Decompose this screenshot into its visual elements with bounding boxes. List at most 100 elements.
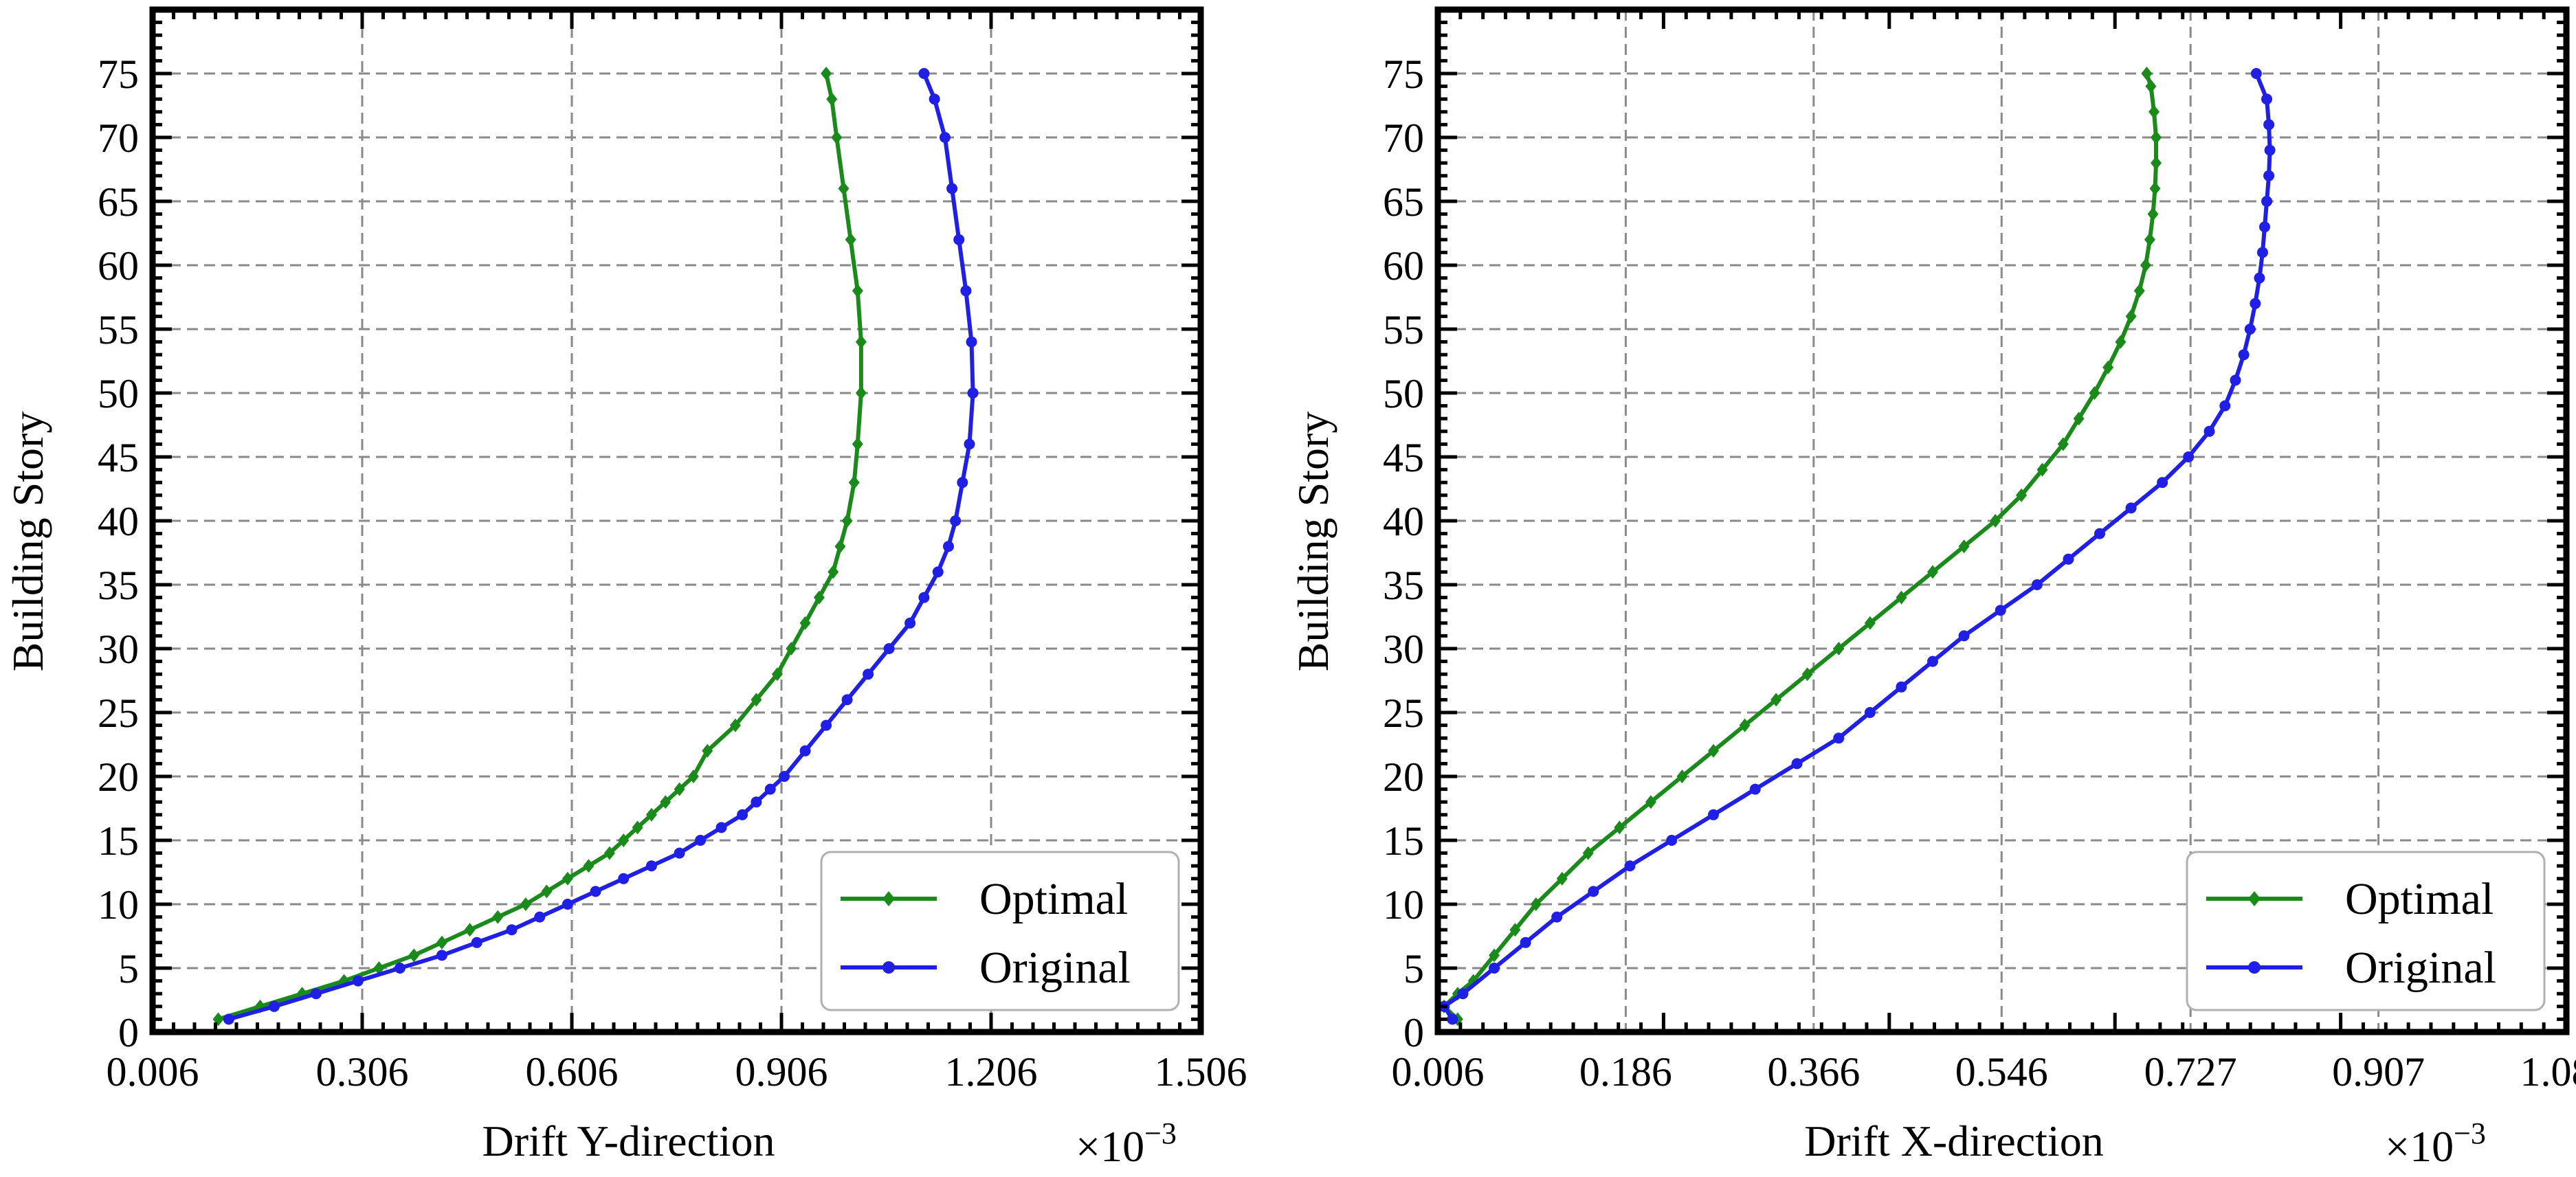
data-point-optimal: [1990, 514, 2001, 528]
data-point-optimal: [2016, 488, 2028, 502]
y-tick-label: 45: [1383, 435, 1424, 480]
y-tick-label: 55: [98, 307, 139, 352]
data-point-optimal: [2115, 335, 2127, 349]
data-point-original: [1457, 988, 1469, 1000]
tick-marks-drift-y: [151, 8, 1203, 1034]
data-point-original: [1624, 860, 1636, 872]
x-tick-label: 0.606: [526, 1049, 619, 1095]
y-tick-label: 10: [1383, 882, 1424, 928]
series-line-original: [1442, 72, 2272, 1021]
data-point-optimal: [821, 67, 832, 80]
data-point-optimal: [2140, 258, 2151, 272]
data-point-original: [918, 68, 930, 79]
data-point-original: [821, 719, 832, 731]
data-point-original: [268, 1000, 280, 1012]
data-point-original: [534, 911, 546, 923]
data-point-optimal: [2144, 232, 2155, 247]
data-point-optimal: [1927, 565, 1938, 579]
data-point-original: [2263, 170, 2275, 181]
data-point-original: [618, 873, 630, 884]
data-point-optimal: [834, 539, 846, 554]
data-point-original: [506, 924, 518, 936]
tick-labels-drift-x: 0.006 0.186 0.366 0.546 0.727 0.907 1.087 0 5 10 1…: [1383, 52, 2576, 1095]
legend-marker-optimal: [882, 891, 895, 906]
data-point-original: [1791, 758, 1803, 770]
data-point-original: [1896, 681, 1907, 693]
data-point-optimal: [2147, 207, 2159, 221]
data-point-original: [352, 975, 364, 987]
y-tick-label: 45: [98, 435, 139, 480]
x-multiplier: ×10−3: [2385, 1117, 2486, 1171]
data-point-optimal: [852, 437, 863, 451]
data-point-optimal: [645, 807, 657, 822]
data-point-original: [1749, 783, 1761, 795]
data-point-original: [2063, 553, 2074, 565]
data-point-original: [1927, 655, 1938, 667]
data-point-original: [2230, 374, 2241, 386]
data-point-original: [2254, 272, 2265, 284]
legend-marker-optimal: [2248, 891, 2261, 906]
data-point-original: [1864, 707, 1876, 718]
data-point-original: [2094, 528, 2106, 539]
data-point-optimal: [2141, 67, 2153, 80]
data-point-original: [2125, 502, 2137, 514]
data-point-optimal: [2151, 131, 2162, 144]
data-point-optimal: [2036, 462, 2048, 477]
legend-drift-x: Optimal Original: [2186, 851, 2546, 1011]
series-group-drift-x: [1439, 67, 2276, 1027]
x-tick-label: 1.506: [1155, 1049, 1247, 1095]
data-point-original: [2157, 477, 2168, 489]
data-point-original: [863, 669, 874, 680]
data-point-optimal: [841, 514, 853, 528]
data-point-original: [590, 886, 601, 897]
data-point-original: [1666, 835, 1678, 846]
data-point-original: [674, 847, 685, 859]
series-line-optimal: [1442, 73, 2158, 1021]
x-multiplier-exponent: −3: [1144, 1117, 1177, 1150]
data-point-original: [2031, 579, 2043, 590]
legend-box: [820, 851, 1180, 1011]
data-point-original: [779, 771, 790, 782]
data-point-original: [715, 822, 727, 833]
tick-labels-drift-y: 0.006 0.306 0.606 0.906 1.206 1.506 0 5 10 15 20 25…: [98, 52, 1247, 1095]
data-point-original: [2244, 324, 2256, 335]
chart-drift-x: 0.006 0.186 0.366 0.546 0.727 0.907 1.087 0 5 10 1…: [1289, 6, 2576, 1171]
x-axis-title: Drift X-direction: [1804, 1117, 2103, 1165]
y-tick-label: 60: [1383, 243, 1424, 289]
data-point-optimal: [464, 923, 476, 937]
data-point-optimal: [492, 910, 504, 924]
legend-marker-original: [882, 961, 895, 974]
x-tick-label: 0.907: [2332, 1049, 2425, 1095]
data-point-optimal: [2148, 104, 2160, 119]
data-point-optimal: [1864, 616, 1876, 630]
data-point-original: [799, 745, 811, 756]
data-point-original: [1551, 911, 1563, 923]
data-point-optimal: [729, 718, 741, 732]
data-point-original: [964, 438, 975, 450]
data-point-optimal: [2149, 181, 2161, 196]
data-point-optimal: [771, 667, 783, 682]
data-point-original: [1588, 886, 1599, 897]
y-tick-label: 70: [98, 115, 139, 161]
data-point-original: [1833, 732, 1845, 744]
data-point-optimal: [1645, 795, 1656, 809]
y-tick-label: 25: [98, 691, 139, 736]
x-tick-label: 0.366: [1767, 1049, 1860, 1095]
x-tick-label: 0.727: [2144, 1049, 2237, 1095]
data-point-optimal: [1614, 820, 1625, 835]
data-point-optimal: [831, 131, 843, 144]
data-point-original: [737, 809, 748, 820]
y-tick-label: 5: [118, 946, 139, 991]
y-tick-label: 70: [1383, 115, 1424, 161]
x-multiplier: ×10−3: [1076, 1117, 1177, 1171]
data-point-original: [2219, 400, 2231, 412]
y-tick-label: 20: [1383, 754, 1424, 800]
data-point-optimal: [1489, 948, 1500, 963]
data-point-original: [1489, 963, 1500, 974]
data-point-original: [841, 694, 853, 706]
data-point-original: [953, 234, 965, 245]
data-point-original: [764, 783, 776, 795]
data-point-optimal: [436, 935, 447, 950]
x-tick-label: 0.186: [1579, 1049, 1672, 1095]
